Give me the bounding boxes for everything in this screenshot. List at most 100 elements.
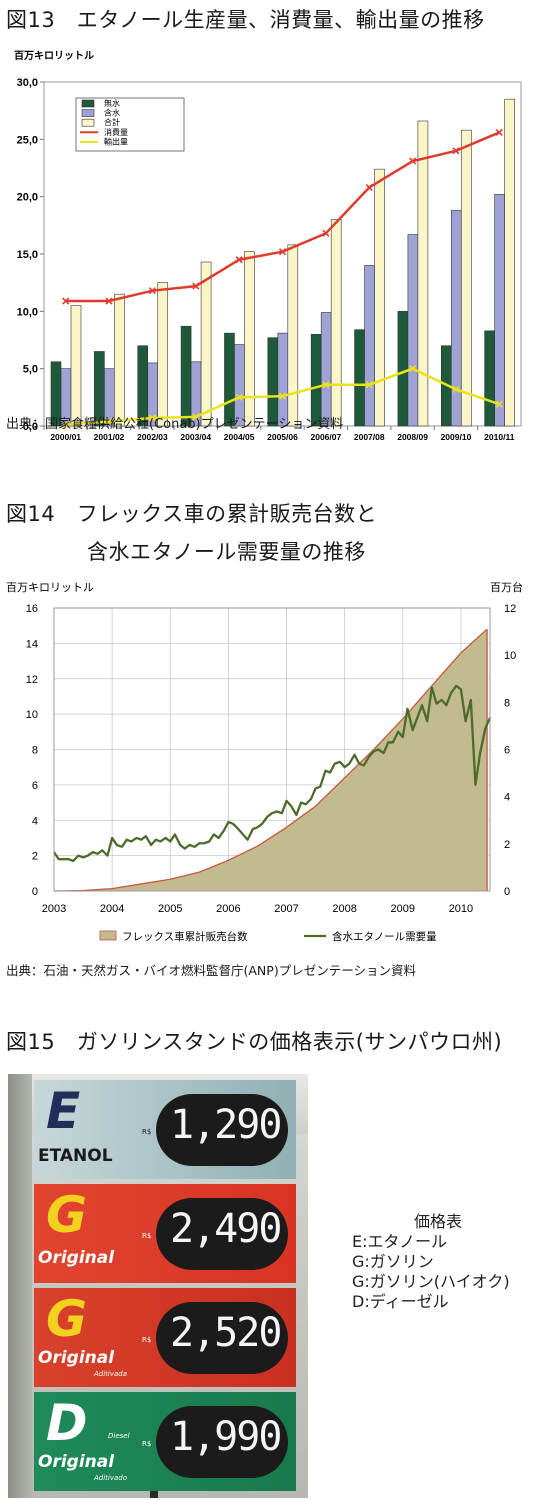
sign-letter-d: D [46, 1394, 88, 1452]
sign-name-gasolina: Original [38, 1248, 115, 1268]
fig14-legend-label-line: 含水エタノール需要量 [332, 930, 437, 943]
fig14-ytick-right-label: 10 [504, 650, 516, 662]
sign-top-diesel: Diesel [108, 1432, 130, 1440]
fig13-marker-stroke [365, 381, 373, 389]
sign-panel-etanol: E ETANOL 1,290 R$ [34, 1080, 296, 1179]
fig13-xtick-label: 2006/07 [310, 432, 341, 442]
price-sign: E ETANOL 1,290 R$ G Original 2,490 R$ G … [34, 1080, 296, 1494]
price-legend-item-g: G:ガソリン [352, 1252, 434, 1271]
fig13-point-輸出量 [409, 365, 417, 373]
fig13-bar-含水 [320, 312, 332, 427]
price-legend: 価格表 E:エタノール G:ガソリン G:ガソリン(ハイオク) D:ディーゼル [352, 1212, 510, 1312]
fig13-bar-合計 [460, 129, 472, 427]
photo-tree-left [8, 1074, 32, 1498]
fig14-xtick-label: 2005 [158, 903, 182, 915]
fig14-xtick-label: 2007 [274, 903, 298, 915]
fig13-bar-含水 [450, 210, 462, 427]
price-etanol: 1,290 [170, 1102, 282, 1148]
fig13-legend-swatch [81, 109, 95, 117]
fig13-ytick-label: 30,0 [17, 77, 38, 89]
fig13-point-消費量 [495, 128, 503, 137]
fig14-plot-frame [53, 607, 491, 892]
fig14-ytick-right-label: 6 [504, 745, 510, 757]
fig14-legend: フレックス車累計販売台数 含水エタノール需要量 [99, 930, 437, 943]
fig13-bar-合計 [504, 98, 515, 427]
fig13-point-消費量 [409, 157, 417, 165]
fig14-ytick-left-label: 8 [32, 745, 38, 757]
fig13-xtick-label: 2010/11 [484, 432, 515, 442]
fig13-xtick-label: 2007/08 [354, 432, 385, 442]
fig14-xtick-label: 2008 [332, 903, 356, 915]
fig13-xtick-label: 2003/04 [180, 432, 211, 442]
fig13-marker-stroke [62, 297, 70, 305]
fig13-point-消費量 [278, 248, 287, 256]
fig14-line-含水エタノール需要量 [53, 684, 492, 863]
fig13-point-輸出量 [192, 413, 200, 421]
fig13-legend-swatch [81, 99, 95, 108]
fig14-ytick-left-label: 2 [32, 851, 38, 863]
fig13-xtick-label: 2004/05 [224, 432, 255, 442]
fig13-xtick-label: 2002/03 [137, 432, 168, 442]
fig14-ytick-left-label: 4 [32, 815, 38, 827]
price-oval-gasolina: 2,490 [156, 1198, 288, 1270]
price-legend-item-e: E:エタノール [352, 1232, 448, 1251]
fig13-ytick-label: 5,0 [23, 364, 38, 376]
fig14-ytick-left-label: 16 [26, 603, 38, 615]
fig13-bar-含水 [407, 234, 419, 427]
fig13-bar-合計 [244, 251, 255, 427]
fig13-bar-無水 [484, 330, 495, 427]
price-gasolina: 2,490 [170, 1206, 282, 1252]
fig13-point-輸出量 [495, 400, 503, 408]
fig14-ytick-left-label: 0 [32, 886, 38, 898]
sign-letter-g: G [46, 1186, 88, 1244]
fig13-xtick-label: 2005/06 [267, 432, 298, 442]
fig13-point-消費量 [62, 297, 70, 305]
fig13-marker-stroke [148, 287, 156, 295]
sign-name-gasolina-aditivada: Original [38, 1348, 115, 1368]
fig13-marker-stroke [148, 414, 156, 422]
fig13-bar-合計 [70, 305, 82, 427]
fig13-point-消費量 [192, 282, 200, 290]
fig13-point-輸出量 [452, 385, 460, 393]
fig14-xtick-label: 2009 [391, 903, 415, 915]
fig13-marker-stroke [192, 413, 200, 421]
fig13-ytick-label: 15,0 [17, 249, 38, 261]
fig14-ytick-left-label: 6 [32, 780, 38, 792]
fig14-xtick-label: 2006 [216, 903, 240, 915]
price-legend-item-d: D:ディーゼル [352, 1292, 449, 1311]
fig13-marker-stroke [322, 229, 330, 237]
fig13-legend-label: 輸出量 [104, 136, 128, 146]
fig14-xtick-label: 2010 [449, 903, 473, 915]
fig14-legend-label-area: フレックス車累計販売台数 [122, 930, 248, 943]
fig13-ytick-label: 0,0 [23, 421, 38, 433]
fig14-title-line1: 図14 フレックス車の累計販売台数と [6, 502, 378, 526]
fig13-bar-合計 [287, 244, 299, 427]
fig13-marker-stroke [409, 365, 417, 373]
fig14-ytick-right-label: 2 [504, 839, 510, 851]
fig13-marker-stroke [105, 297, 113, 305]
sign-sub-aditivado: Aditivado [94, 1474, 128, 1482]
fig13-marker-stroke [278, 392, 287, 400]
fig14-ytick-right-label: 8 [504, 697, 510, 709]
sign-sub-aditivada: Aditivada [94, 1370, 128, 1378]
sign-panel-gasolina: G Original 2,490 R$ [34, 1184, 296, 1283]
fig13-bar-含水 [364, 265, 375, 427]
fig14-source: 出典：石油・天然ガス・バイオ燃料監督庁(ANP)プレゼンテーション資料 [6, 963, 416, 978]
fig13-legend-label: 無水 [104, 98, 120, 108]
fig13-bar-含水 [494, 194, 505, 427]
price-diesel: 1,990 [170, 1414, 282, 1460]
fig13-point-輸出量 [105, 417, 113, 425]
price-gasolina-aditivada: 2,520 [170, 1310, 282, 1356]
fig13-xtick-label: 2000/01 [50, 432, 81, 442]
sign-panel-diesel: Diesel D Original Aditivado 1,990 R$ [34, 1392, 296, 1491]
fig14-ytick-left-label: 10 [26, 709, 38, 721]
fig13-point-輸出量 [278, 392, 287, 400]
fig13-bar-無水 [354, 329, 365, 427]
fig13-title: 図13 エタノール生産量、消費量、輸出量の推移 [6, 8, 485, 32]
sign-panel-gasolina-aditivada: G Original Aditivada 2,520 R$ [34, 1288, 296, 1387]
fig14-ytick-left-label: 14 [26, 638, 38, 650]
fig13-xtick-label: 2001/02 [94, 432, 125, 442]
sign-name-diesel: Original [38, 1452, 115, 1472]
fig14-area-フレックス車累計販売台数 [54, 629, 488, 891]
fig13-point-消費量 [452, 147, 460, 155]
